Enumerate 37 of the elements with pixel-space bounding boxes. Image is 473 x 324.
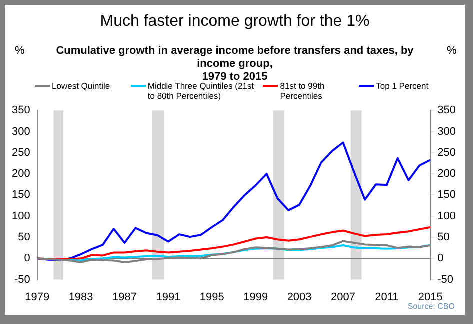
legend-label: 81st to 99th Percentiles [280, 81, 326, 101]
y2-tick-label: 0 [438, 252, 444, 265]
y-tick-label: 0 [24, 252, 30, 265]
y2-tick-label: 250 [438, 146, 456, 159]
y2-tick-label: 300 [438, 126, 456, 138]
y2-tick-label: -50 [438, 274, 454, 286]
y2-axis-title: % [447, 45, 457, 57]
y-tick-label: 350 [12, 104, 30, 117]
x-tick-label: 2015 [418, 291, 443, 304]
x-tick-label: 1991 [156, 291, 181, 304]
source-note: Source: CBO [408, 302, 455, 311]
y-tick-label: 300 [12, 126, 30, 138]
legend-label: Middle Three Quintiles (21st to 80th Percentiles) [148, 81, 256, 101]
x-tick-label: 1979 [25, 291, 50, 304]
y-tick-label: 250 [12, 146, 30, 159]
y-axis-title: % [15, 45, 25, 57]
chart-title: Much faster income growth for the 1% [99, 13, 371, 31]
y-tick-label: 100 [12, 210, 30, 222]
x-tick-label: 2011 [375, 291, 399, 304]
legend-label: Top 1 Percent [376, 81, 429, 91]
x-tick-label: 1995 [200, 291, 224, 304]
y-tick-label: 50 [18, 232, 30, 244]
x-tick-label: 2003 [287, 291, 312, 304]
x-tick-label: 2007 [331, 291, 356, 304]
y-tick-label: 150 [12, 189, 30, 202]
legend-label: Lowest Quintile [52, 81, 110, 91]
chart-subtitle: Cumulative growth in average income before transfers and taxes, by income group, 1979 to 2015 [56, 45, 414, 83]
y-tick-label: -50 [14, 274, 30, 286]
y2-tick-label: 200 [438, 168, 456, 180]
y-tick-label: 200 [12, 168, 30, 180]
x-tick-label: 1999 [244, 291, 268, 304]
y2-tick-label: 100 [438, 210, 456, 222]
y2-tick-label: 150 [438, 189, 456, 202]
y2-tick-label: 50 [438, 232, 450, 244]
x-tick-label: 1987 [112, 291, 137, 304]
x-tick-label: 1983 [68, 291, 94, 304]
y2-tick-label: 350 [438, 104, 456, 117]
